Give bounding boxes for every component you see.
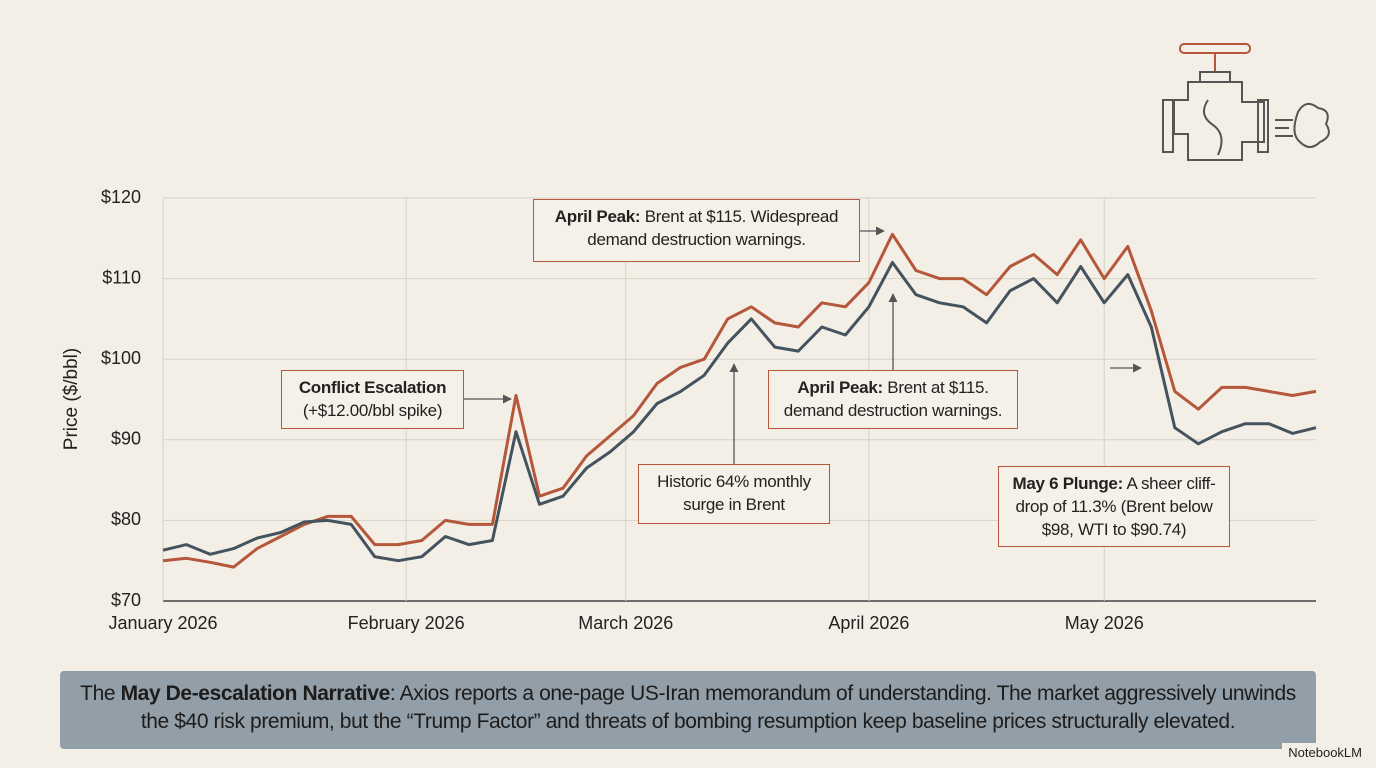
x-tick-label: April 2026 (828, 613, 909, 633)
arrows (464, 226, 1142, 464)
series-line (162, 261, 1317, 563)
y-tick-label: $110 (102, 267, 141, 287)
caption-lead: May De-escalation Narrative (120, 682, 391, 705)
y-tick-label: $80 (111, 509, 141, 529)
caption: The May De-escalation Narrative: Axios r… (60, 671, 1316, 749)
lines (162, 232, 1317, 569)
y-tick-label: $100 (101, 348, 141, 368)
x-tick-label: February 2026 (348, 613, 465, 633)
y-tick-label: $120 (101, 187, 141, 207)
annotation: April Peak: Brent at $115. Widespread de… (533, 199, 860, 262)
valve-icon (1162, 43, 1330, 161)
annotation-lead: April Peak: (554, 207, 641, 226)
caption-text: : Axios reports a one-page US-Iran memor… (140, 682, 1296, 733)
x-tick-label: May 2026 (1065, 613, 1144, 633)
y-tick-label: $70 (111, 590, 141, 610)
y-tick-label: $90 (111, 429, 141, 449)
series-line (162, 232, 1317, 569)
annotation-text: A sheer cliff-drop of 11.3% (Brent below… (1015, 474, 1216, 539)
annotation-text: Brent at $115. demand destruction warnin… (783, 378, 1003, 420)
annotation-text: Brent at $115. Widespread demand destruc… (587, 207, 839, 249)
x-tick-label: January 2026 (108, 613, 217, 633)
annotation: May 6 Plunge: A sheer cliff-drop of 11.3… (998, 466, 1230, 547)
annotation-lead: Conflict Escalation (298, 378, 447, 397)
annotation-text: (+$12.00/bbl spike) (302, 401, 443, 420)
x-tick-label: March 2026 (578, 613, 673, 633)
annotation-lead: May 6 Plunge: (1012, 474, 1124, 493)
annotation: Conflict Escalation (+$12.00/bbl spike) (281, 370, 464, 429)
annotation: April Peak: Brent at $115. demand destru… (768, 370, 1018, 429)
caption-prefix: The (80, 682, 116, 705)
annotation-lead: April Peak: (797, 378, 883, 397)
annotation: Historic 64% monthly surge in Brent (638, 464, 830, 524)
y-axis-label: Price ($/bbl) (61, 348, 82, 450)
annotation-text: Historic 64% monthly surge in Brent (657, 472, 811, 514)
watermark: NotebookLM (1282, 743, 1368, 762)
